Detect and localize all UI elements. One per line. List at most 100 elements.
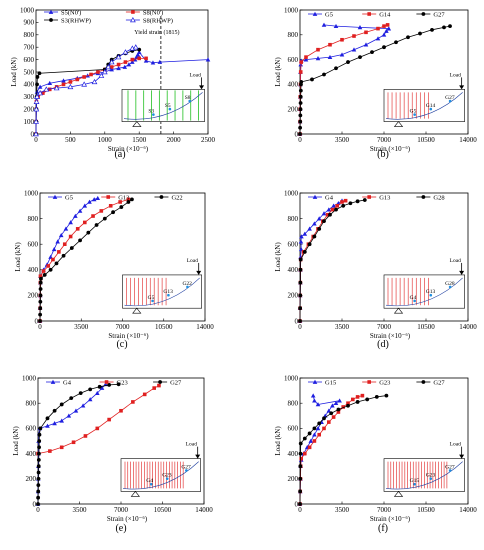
data-point [91, 197, 97, 202]
inset-beam [121, 89, 205, 122]
legend-swatch-marker [367, 195, 371, 199]
data-point [304, 55, 308, 59]
data-point [340, 37, 344, 42]
legend: G4 G13 G28 [308, 194, 445, 201]
data-point [116, 382, 121, 387]
series-G28 [298, 198, 367, 323]
legend: G5 G13 G22 [48, 194, 183, 201]
data-point [41, 269, 46, 273]
inset-gauge-label: S8 [185, 95, 191, 101]
inset-load-arrowhead [196, 270, 202, 275]
inset-gauge-label: G27 [181, 464, 191, 470]
data-point [346, 401, 350, 405]
x-tick-label: 14000 [459, 136, 477, 144]
data-point [329, 411, 334, 416]
data-point [73, 213, 78, 218]
x-axis-label: Strain (×10⁻⁶) [108, 145, 149, 153]
data-point [150, 60, 156, 65]
data-point [63, 226, 69, 231]
inset-load-arrowhead [459, 85, 465, 90]
data-point [37, 445, 41, 450]
series-line [37, 384, 106, 505]
data-point [317, 432, 321, 437]
series-line [39, 197, 98, 322]
data-point [298, 267, 303, 272]
chart-b: 0 3500 7000 10500 14000 0 200 400 600 800 1000 Stra… [274, 6, 477, 160]
data-point [109, 65, 114, 69]
data-point [322, 219, 326, 224]
series-G27 [298, 24, 452, 136]
data-point [59, 445, 64, 450]
data-point [37, 439, 42, 443]
legend-entry: G27 [170, 379, 182, 386]
inset-gauge-label: G27 [445, 464, 455, 470]
data-point [115, 54, 122, 60]
x-axis-label: Strain (×10⁻⁶) [107, 515, 148, 523]
y-tick-label: 1000 [20, 6, 35, 14]
data-point [61, 82, 66, 87]
data-point [126, 197, 131, 202]
inset-gauge-label: S5 [165, 103, 171, 109]
inset-gauge [151, 299, 154, 303]
y-tick-label: 600 [288, 56, 299, 64]
data-point [298, 101, 303, 105]
data-point [152, 386, 156, 390]
data-point [358, 55, 362, 60]
x-tick-label: 500 [65, 136, 76, 144]
y-tick-label: 200 [288, 106, 299, 114]
data-point [362, 198, 367, 202]
data-point [36, 489, 41, 494]
data-point [33, 106, 40, 112]
x-axis-label: Strain (×10⁻⁶) [370, 145, 411, 153]
legend-entry: G4 [325, 194, 334, 201]
data-point [48, 267, 53, 272]
data-point [336, 407, 341, 412]
data-point [298, 88, 303, 93]
inset-gauge-label: G5 [410, 109, 417, 115]
y-tick-label: 800 [288, 400, 299, 408]
data-point [346, 60, 350, 64]
data-point [126, 200, 131, 204]
x-tick-label: 14000 [195, 506, 213, 514]
data-point [45, 423, 50, 428]
y-tick-label: 0 [33, 500, 37, 508]
inset-gauge-label: G23 [162, 473, 172, 479]
y-tick-label: 0 [295, 130, 299, 138]
data-point [143, 58, 149, 63]
data-point [62, 242, 67, 246]
inset-gauge [186, 285, 189, 289]
data-point [98, 72, 105, 78]
data-point [315, 402, 321, 407]
data-point [88, 387, 93, 392]
legend-entry: S8(N0') [143, 9, 163, 16]
data-point [130, 59, 135, 64]
data-point [385, 23, 390, 27]
data-point [307, 226, 312, 231]
data-point [61, 78, 66, 83]
data-point [330, 403, 335, 408]
inset-gauge-label: G14 [426, 103, 436, 109]
data-point [298, 107, 303, 112]
legend-swatch-marker [312, 194, 318, 199]
data-point [298, 502, 302, 506]
inset-load-arrowhead [195, 454, 201, 459]
data-point [52, 421, 57, 426]
data-point [355, 395, 360, 399]
data-point [94, 223, 99, 227]
data-point [119, 408, 123, 413]
y-tick-label: 200 [26, 475, 37, 483]
y-tick-label: 0 [295, 500, 299, 508]
data-point [418, 31, 422, 36]
data-point [46, 264, 51, 268]
data-point [43, 86, 50, 92]
data-point [38, 280, 43, 285]
data-point [37, 71, 42, 76]
inset-gauge [167, 293, 170, 297]
data-point [107, 417, 111, 422]
inset-gauge [165, 477, 169, 480]
legend-swatch-marker [158, 380, 162, 384]
data-point [312, 426, 317, 431]
inset-tendon [122, 461, 199, 490]
data-point [69, 246, 74, 250]
data-point [308, 438, 314, 443]
